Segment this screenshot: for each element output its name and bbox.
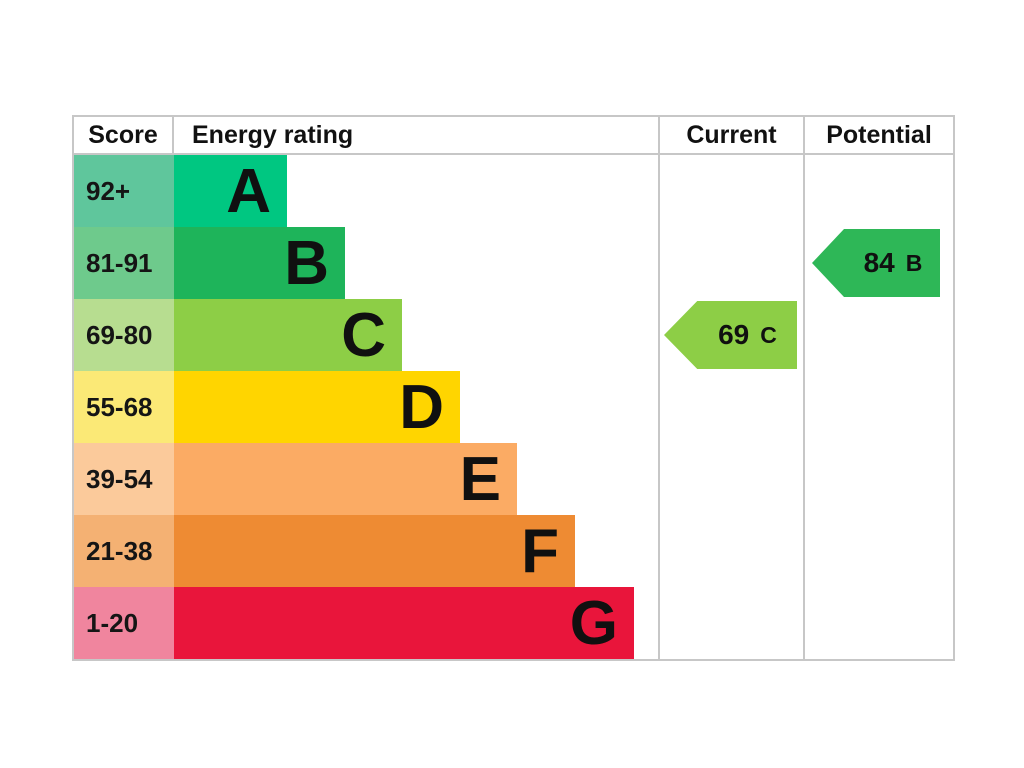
- score-range-e: 39-54: [74, 443, 174, 515]
- band-bar-d: D: [174, 371, 460, 443]
- score-range-g: 1-20: [74, 587, 174, 659]
- score-range-d: 55-68: [74, 371, 174, 443]
- current-rating-arrow: 69 C: [664, 301, 797, 369]
- column-divider-current: [658, 155, 660, 659]
- score-range-b: 81-91: [74, 227, 174, 299]
- band-row-d: 55-68 D: [74, 371, 953, 443]
- header-energy-rating: Energy rating: [174, 117, 660, 153]
- header-current: Current: [660, 117, 805, 153]
- band-bar-b: B: [174, 227, 345, 299]
- potential-rating-value: 84: [863, 247, 895, 278]
- score-range-f: 21-38: [74, 515, 174, 587]
- band-bar-a: A: [174, 155, 287, 227]
- score-range-c: 69-80: [74, 299, 174, 371]
- band-row-e: 39-54 E: [74, 443, 953, 515]
- table-header-row: Score Energy rating Current Potential: [74, 117, 953, 155]
- score-range-a: 92+: [74, 155, 174, 227]
- epc-table: Score Energy rating Current Potential 69…: [72, 115, 955, 661]
- band-bar-c: C: [174, 299, 402, 371]
- column-divider-potential: [803, 155, 805, 659]
- band-row-a: 92+ A: [74, 155, 953, 227]
- band-row-f: 21-38 F: [74, 515, 953, 587]
- band-row-b: 81-91 B: [74, 227, 953, 299]
- band-row-c: 69-80 C: [74, 299, 953, 371]
- band-bar-g: G: [174, 587, 634, 659]
- current-rating-value: 69: [718, 319, 750, 350]
- header-potential: Potential: [826, 120, 932, 149]
- epc-body: 69 C 84 B 92+ A 81-91 B 69-80 C 55-68 D 39-54 E 21…: [74, 155, 953, 659]
- band-bar-f: F: [174, 515, 575, 587]
- band-row-g: 1-20 G: [74, 587, 953, 659]
- band-bar-e: E: [174, 443, 517, 515]
- current-rating-letter: C: [760, 321, 777, 348]
- header-score: Score: [74, 117, 174, 153]
- potential-rating-letter: B: [905, 249, 923, 276]
